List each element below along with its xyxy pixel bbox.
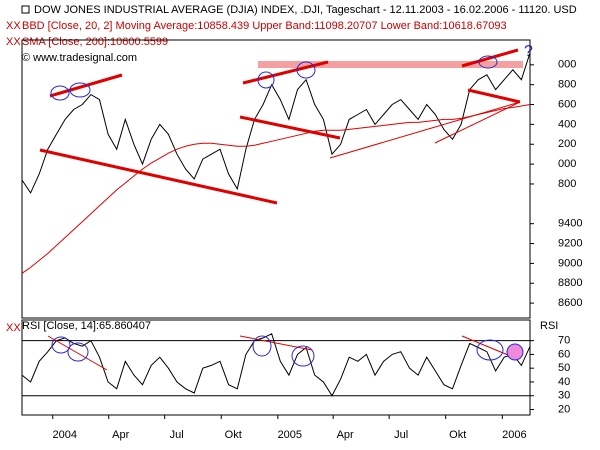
indicator-label: SMA [Close, 200]:10600.5599 [22, 36, 168, 48]
y-tick-label: 400 [558, 118, 576, 130]
copyright: © www.tradesignal.com [22, 52, 137, 64]
series-line [21, 333, 531, 397]
icon: XX [6, 36, 21, 48]
title-icon [21, 5, 30, 14]
x-tick-label: 2004 [52, 429, 76, 441]
y-tick-label: 000 [558, 59, 576, 71]
circle [257, 71, 275, 89]
trend-line [39, 148, 278, 205]
y-tick-label: 30 [558, 390, 570, 402]
x-tick-label: Apr [337, 429, 354, 441]
annotations [39, 48, 523, 371]
icon: XX [6, 20, 21, 32]
indicator-label: BBD [Close, 20, 2] Moving Average:10858.… [22, 20, 507, 32]
y-tick-label: 800 [558, 178, 576, 190]
trend-line [467, 88, 521, 104]
trend-line [434, 101, 521, 144]
circle [69, 82, 91, 98]
question-mark: ? [524, 43, 533, 60]
y-tick-label: 8800 [558, 277, 582, 289]
y-tick-label: 9200 [558, 237, 582, 249]
circle [478, 55, 498, 69]
x-tick-label: Okt [449, 429, 466, 441]
y-tick-label: 000 [558, 158, 576, 170]
y-tick-label: 20 [558, 403, 570, 415]
panel-frame [21, 39, 531, 319]
circle [476, 339, 504, 361]
y-tick-label: 40 [558, 376, 570, 388]
y-tick-label: 8600 [558, 297, 582, 309]
x-tick-label: Apr [112, 429, 129, 441]
rsi-axis-label: RSI [540, 320, 558, 332]
circle [67, 342, 89, 362]
y-tick-label: 50 [558, 362, 570, 374]
y-tick-label: 9000 [558, 257, 582, 269]
circle [51, 336, 71, 354]
panel-frame [21, 319, 531, 416]
x-tick-label: Jul [394, 429, 408, 441]
x-tick-label: Okt [225, 429, 242, 441]
series-line [21, 104, 531, 274]
trend-line [239, 115, 341, 140]
rsi-title: RSI [Close, 14]:65.860407 [22, 320, 151, 332]
rsi-trend-line [47, 335, 108, 371]
circle [291, 345, 315, 367]
chart-title: DOW JONES INDUSTRIAL AVERAGE (DJIA) INDE… [34, 4, 577, 16]
circle [296, 61, 316, 79]
y-tick-label: 200 [558, 138, 576, 150]
trend-line [461, 48, 519, 68]
x-tick-label: Jul [170, 429, 184, 441]
rsi-trend-line [239, 335, 313, 351]
plot-area: 000 800 600 400 200 000 800 9400 9200 9000 8800 860… [21, 39, 582, 441]
y-tick-label: 60 [558, 348, 570, 360]
highlight-circles [50, 55, 524, 367]
circle [506, 343, 524, 361]
circle [252, 335, 272, 357]
y-tick-label: 800 [558, 79, 576, 91]
y-tick-label: 9400 [558, 218, 582, 230]
x-tick-label: 2005 [278, 429, 302, 441]
resistance-band [258, 61, 523, 68]
trend-line [329, 101, 521, 159]
rsi-trend-line [461, 335, 509, 356]
icon: XX [6, 322, 21, 334]
y-tick-label: 70 [558, 335, 570, 347]
trend-line [49, 73, 123, 98]
circle [50, 85, 70, 101]
x-tick-label: 2006 [502, 429, 526, 441]
series-line [21, 52, 531, 194]
y-tick-label: 600 [558, 98, 576, 110]
